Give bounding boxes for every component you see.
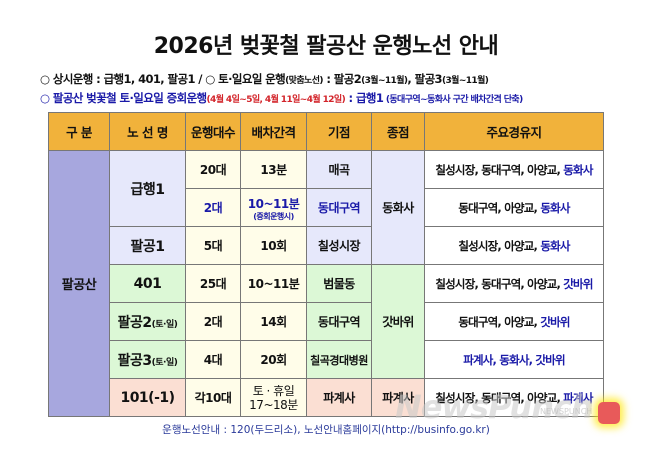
bullet-icon: ○ xyxy=(40,72,50,86)
weekend-route-p3: , 팔공3 xyxy=(407,72,442,86)
via-destination: 동화사 xyxy=(563,162,593,177)
via-text: 동대구역, 아양교, xyxy=(458,200,541,215)
interval: 20회 xyxy=(240,340,307,379)
note-extra-service: ○ 팔공산 벚꽃철 토·일요일 증회운행(4월 4일~5일, 4월 11일~4월… xyxy=(40,90,523,106)
bus-count: 각10대 xyxy=(185,378,241,417)
via-stops: 동대구역, 아양교, 갓바위 xyxy=(424,302,604,341)
via-stops: 칠성시장, 동대구역, 아양교, 동화사 xyxy=(424,150,604,189)
via-destination: 파계사 xyxy=(563,390,593,405)
via-stops: 칠성시장, 아양교, 동화사 xyxy=(424,226,604,265)
bus-count: 25대 xyxy=(185,264,241,303)
bullet-icon: ○ xyxy=(205,72,215,86)
table-row: 팔공1 5대 10회 칠성시장 칠성시장, 아양교, 동화사 xyxy=(49,226,604,265)
interval-value: 10~11분 xyxy=(247,196,300,211)
interval-value-2: 17~18분 xyxy=(249,397,298,412)
extra-label: 팔공산 벚꽃철 토·일요일 증회운행 xyxy=(52,91,207,105)
interval: 10회 xyxy=(240,226,307,265)
bus-count: 2대 xyxy=(185,302,241,341)
via-text: 칠성시장, 동대구역, 아양교, xyxy=(435,276,564,291)
page-title: 2026년 벚꽃철 팔공산 운행노선 안내 xyxy=(153,34,499,59)
table-row: 101(-1) 각10대 토 · 휴일 17~18분 파계사 파계사 칠성시장, … xyxy=(49,378,604,417)
route-label: 팔공2 xyxy=(117,314,153,331)
separator: / xyxy=(198,72,206,86)
table-row: 팔공2(토·일) 2대 14회 동대구역 동대구역, 아양교, 갓바위 xyxy=(49,302,604,341)
end-stop: 동화사 xyxy=(371,150,425,265)
via-destination: 동화사 xyxy=(540,238,570,253)
bus-count: 4대 xyxy=(185,340,241,379)
via-destination: 동화사 xyxy=(540,200,570,215)
extra-dates: (4월 4일~5일, 4월 11일~4월 12일) xyxy=(206,95,346,105)
start-stop: 범물동 xyxy=(306,264,372,303)
weekend-route-p2: : 팔공2 xyxy=(322,72,362,86)
interval: 토 · 휴일 17~18분 xyxy=(240,378,307,417)
start-stop: 칠성시장 xyxy=(306,226,372,265)
via-destination: 갓바위 xyxy=(563,276,593,291)
via-text: 동대구역, 아양교, xyxy=(458,314,541,329)
route-name: 팔공2(토·일) xyxy=(109,302,186,341)
route-name: 급행1 xyxy=(109,150,186,227)
extra-route: : 급행1 xyxy=(345,91,384,105)
start-stop: 동대구역 xyxy=(306,302,372,341)
interval: 14회 xyxy=(240,302,307,341)
watermark-logo: NewsPunch xyxy=(395,388,594,426)
header-interval: 배차간격 xyxy=(240,112,307,151)
route-label: 팔공3 xyxy=(117,352,153,369)
footer-info: 운행노선안내 : 120(두드리소), 노선안내홈페이지(http://busi… xyxy=(162,424,490,436)
header-route: 노 선 명 xyxy=(109,112,186,151)
via-text: 칠성시장, 동대구역, 아양교, xyxy=(435,390,564,405)
punch-logo-icon xyxy=(598,402,620,424)
table-row: 팔공3(토·일) 4대 20회 칠곡경대병원 파계사, 동화사, 갓바위 xyxy=(49,340,604,379)
table-row: 팔공산 급행1 20대 13분 매곡 동화사 칠성시장, 동대구역, 아양교, … xyxy=(48,150,604,417)
via-destination: 파계사, 동화사, 갓바위 xyxy=(463,352,565,367)
bus-count: 2대 xyxy=(185,188,241,227)
p3-period: (3월~11월) xyxy=(441,76,489,86)
via-stops: 칠성시장, 동대구역, 아양교, 갓바위 xyxy=(424,264,604,303)
interval: 13분 xyxy=(240,150,307,189)
via-text: 칠성시장, 동대구역, 아양교, xyxy=(435,162,564,177)
route-name: 팔공3(토·일) xyxy=(109,340,186,379)
via-stops: 동대구역, 아양교, 동화사 xyxy=(424,188,604,227)
header-end: 종점 xyxy=(371,112,425,151)
watermark-small: NEWSPUNCH xyxy=(540,407,593,416)
via-text: 칠성시장, 아양교, xyxy=(458,238,541,253)
route-table: 구 분 노 선 명 운행대수 배차간격 기점 종점 주요경유지 팔공산 급행1 … xyxy=(48,112,604,417)
header-buses: 운행대수 xyxy=(185,112,241,151)
start-stop: 동대구역 xyxy=(306,188,372,227)
p2-period: (3월~11월) xyxy=(361,76,408,86)
bus-count: 5대 xyxy=(185,226,241,265)
weekend-label: 토·일요일 운행 xyxy=(218,72,286,86)
extra-detail: (동대구역~동화사 구간 배차간격 단축) xyxy=(383,95,523,105)
route-name: 팔공1 xyxy=(109,226,186,265)
via-stops: 칠성시장, 동대구역, 아양교, 파계사 xyxy=(424,378,604,417)
table-row: 401 25대 10~11분 범물동 갓바위 칠성시장, 동대구역, 아양교, … xyxy=(49,264,604,379)
interval: 10~11분 xyxy=(240,264,307,303)
interval-note: (증회운행시) xyxy=(253,211,294,221)
table-row: 2대 10~11분 (증회운행시) 동대구역 동대구역, 아양교, 동화사 xyxy=(49,188,604,227)
weekend-tag: (맞춤노선) xyxy=(285,76,323,86)
route-tag: (토·일) xyxy=(151,357,178,368)
start-stop: 파계사 xyxy=(306,378,372,417)
header-category: 구 분 xyxy=(48,112,110,151)
start-stop: 매곡 xyxy=(306,150,372,189)
header-via: 주요경유지 xyxy=(424,112,604,151)
start-stop: 칠곡경대병원 xyxy=(306,340,372,379)
via-destination: 갓바위 xyxy=(540,314,570,329)
interval: 10~11분 (증회운행시) xyxy=(240,188,307,227)
bus-count: 20대 xyxy=(185,150,241,189)
end-stop: 파계사 xyxy=(371,378,425,417)
end-stop: 갓바위 xyxy=(371,264,425,379)
route-name: 101(-1) xyxy=(109,378,186,417)
note-regular-service: ○ 상시운행 : 급행1, 401, 팔공1 / ○ 토·일요일 운행(맞춤노선… xyxy=(40,71,489,87)
header-start: 기점 xyxy=(306,112,372,151)
bullet-icon: ○ xyxy=(40,91,50,105)
interval-value: 토 · 휴일 xyxy=(252,383,295,398)
regular-routes: 상시운행 : 급행1, 401, 팔공1 xyxy=(52,72,196,86)
route-name: 401 xyxy=(109,264,186,303)
category-cell: 팔공산 xyxy=(48,150,110,417)
route-tag: (토·일) xyxy=(151,319,178,330)
via-stops: 파계사, 동화사, 갓바위 xyxy=(424,340,604,379)
